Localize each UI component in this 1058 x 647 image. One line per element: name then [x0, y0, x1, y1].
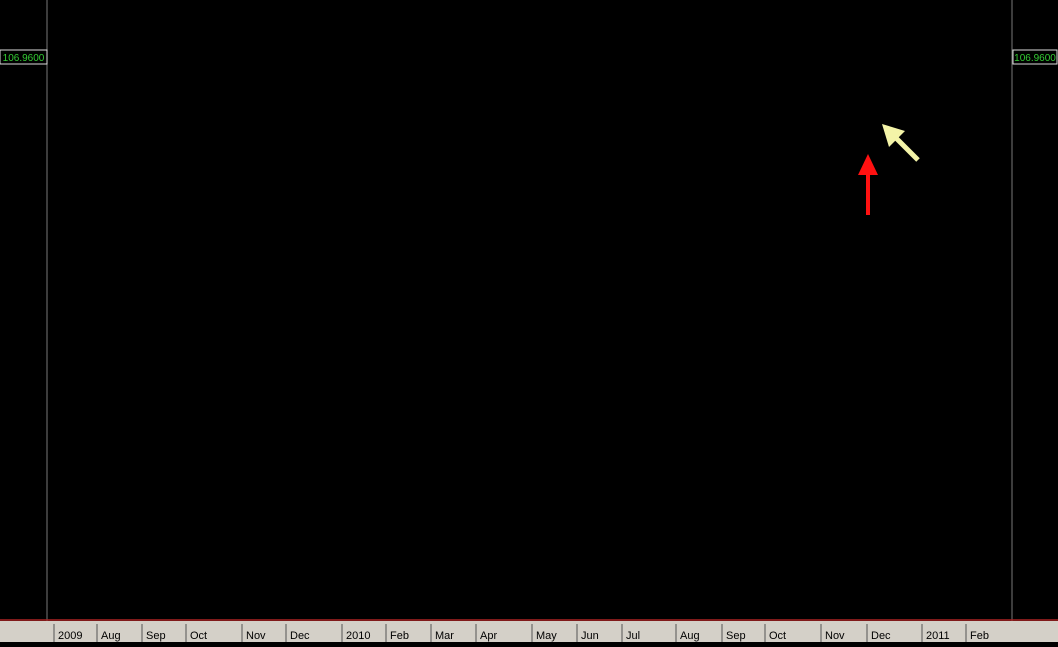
red-arrow-head — [858, 154, 878, 175]
date-axis-strip — [0, 621, 1058, 642]
x-tick-label: 2011 — [926, 630, 950, 642]
last-price-tag-right: 106.9600 — [1014, 53, 1056, 64]
x-tick-label: Feb — [970, 630, 989, 642]
x-tick-label: Dec — [290, 630, 310, 642]
x-tick-label: 2010 — [346, 630, 370, 642]
last-price-tags: 106.9600 106.9600 — [0, 49, 1058, 65]
x-tick-label: Aug — [101, 630, 121, 642]
yellow-arrow-head — [882, 124, 905, 147]
x-tick-label: Feb — [390, 630, 409, 642]
x-tick-label: Nov — [825, 630, 845, 642]
date-axis: 2009 Aug Sep Oct Nov Dec 2010 Feb Mar Apr May Jun Ju… — [53, 624, 989, 642]
x-tick-label: Jun — [581, 630, 599, 642]
last-price-tag-left: 106.9600 — [3, 53, 45, 64]
last-price-tag-right-box — [1012, 49, 1058, 65]
annotation-arrows-layer — [858, 124, 920, 215]
x-tick-label: Apr — [480, 630, 497, 642]
x-tick-label: Aug — [680, 630, 700, 642]
x-tick-label: Dec — [871, 630, 891, 642]
x-tick-label: Sep — [146, 630, 166, 642]
last-price-tag-left-box — [0, 49, 48, 65]
yellow-arrow-shaft — [893, 135, 920, 162]
x-tick-label: May — [536, 630, 557, 642]
x-tick-label: Jul — [626, 630, 640, 642]
x-tick-label: Oct — [190, 630, 207, 642]
x-tick-label: 2009 — [58, 630, 82, 642]
x-tick-label: Mar — [435, 630, 454, 642]
x-tick-label: Oct — [769, 630, 786, 642]
x-tick-label: Sep — [726, 630, 746, 642]
x-tick-label: Nov — [246, 630, 266, 642]
